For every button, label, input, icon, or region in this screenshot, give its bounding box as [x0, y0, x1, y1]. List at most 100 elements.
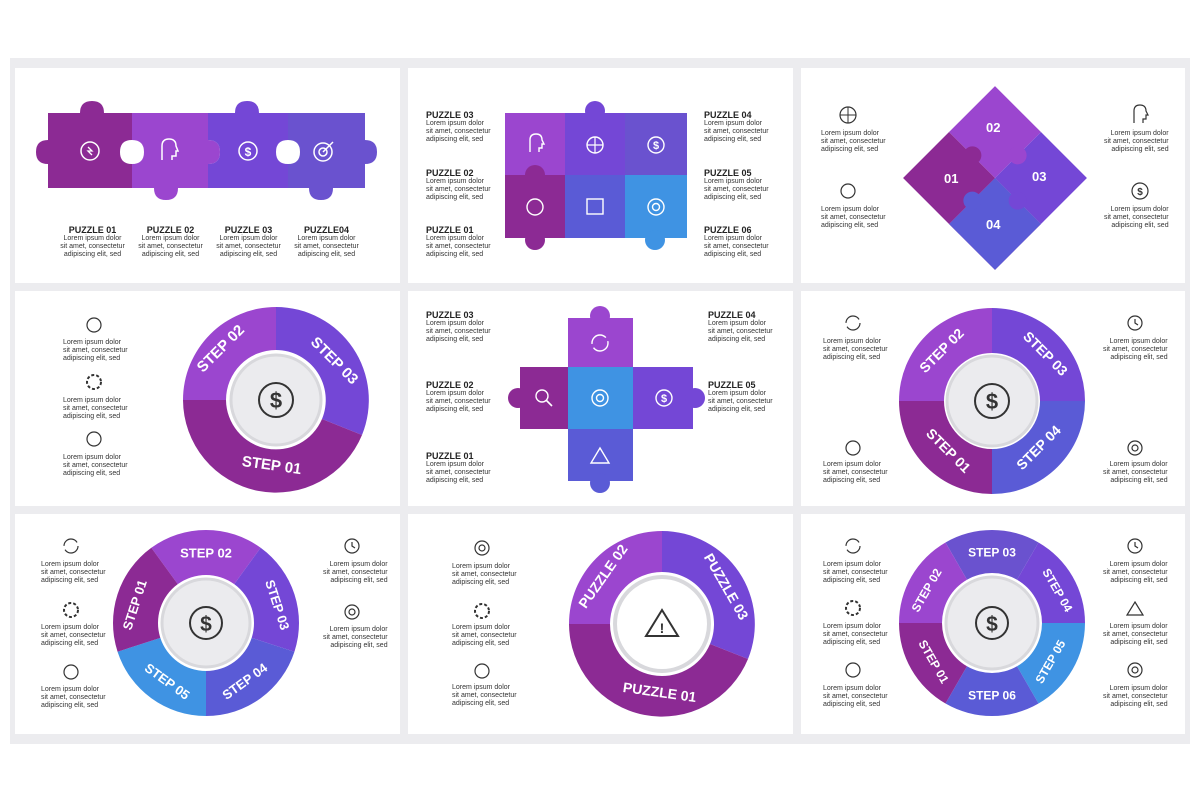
p5-left-3: PUZZLE 01 Lorem ipsum dolor sit amet, con…: [426, 451, 506, 485]
p9-desc-2: Lorem ipsum dolor sit amet, consectetur …: [823, 623, 888, 646]
ring-segment-step04: [992, 401, 1085, 494]
p2-label-right-1: PUZZLE 04: [704, 110, 752, 120]
p4-desc-1: Lorem ipsum dolor sit amet, consectetur …: [63, 339, 128, 362]
p4-desc-2: Lorem ipsum dolor sit amet, consectetur …: [63, 397, 128, 420]
ring-segment-step02: [899, 542, 967, 623]
gear-icon: [63, 602, 79, 618]
lightbulb-icon: [840, 183, 856, 199]
grid-piece-3: [625, 113, 687, 175]
ring-segment-step01: [113, 547, 178, 652]
diamond-label-03: 03: [1032, 169, 1046, 184]
puzzle-2-caption: PUZZLE 02 Lorem ipsum dolor sit amet, co…: [133, 225, 208, 259]
p2-right-1: PUZZLE 04 Lorem ipsum dolor sit amet, con…: [704, 110, 784, 144]
ring-segment-puzzle02: [569, 531, 662, 624]
ring-segment-step01: [183, 400, 362, 493]
p3-desc-1: Lorem ipsum dolor sit amet, consectetur …: [821, 130, 886, 153]
ring-segment-step02: [183, 307, 276, 400]
panel-puzzle-diamond: 01 02 03 04 $ Lorem ipsum dolor sit amet…: [801, 68, 1185, 283]
p9-desc-5: Lorem ipsum dolor sit amet, consectetur …: [1103, 623, 1168, 646]
p9-desc-6: Lorem ipsum dolor sit amet, consectetur …: [1103, 685, 1168, 708]
ring-segment-step03: [276, 307, 369, 435]
center-symbol: !: [660, 620, 665, 636]
lightbulb-icon: [845, 440, 861, 456]
warning-icon: [589, 446, 611, 464]
grid-piece-1: [505, 113, 565, 175]
ring-segment-step02: [151, 530, 261, 585]
p5-label-right-2: PUZZLE 05: [708, 380, 756, 390]
ring-label-step06: STEP 06: [968, 689, 1016, 703]
p3-desc-2: Lorem ipsum dolor sit amet, consectetur …: [821, 206, 886, 229]
puzzle-diamond-graphic: 01 02 03 04 $: [839, 86, 1149, 270]
ring-4-graphic: $ STEP 02 STEP 03 STEP 01 STEP 04: [845, 308, 1143, 494]
p5-desc-right-1: Lorem ipsum dolor sit amet, consectetur …: [708, 320, 773, 343]
p2-desc-right-1: Lorem ipsum dolor sit amet, consectetur …: [704, 120, 769, 143]
p5-desc-left-2: Lorem ipsum dolor sit amet, consectetur …: [426, 390, 491, 413]
desc-puzzle-3: Lorem ipsum dolor sit amet, consectetur …: [216, 235, 281, 258]
ring-segment-step05: [1017, 623, 1085, 704]
p9-desc-4: Lorem ipsum dolor sit amet, consectetur …: [1103, 561, 1168, 584]
clock-icon: [1127, 315, 1143, 331]
grid-piece-5: [565, 175, 625, 238]
target-icon: [1127, 662, 1143, 678]
panel-puzzle-cross: $ PUZZLE 03 Lorem ipsum dolor sit amet, c…: [408, 291, 793, 506]
ring-label-step02: STEP 02: [180, 546, 232, 561]
target-icon: [474, 540, 490, 556]
dollar-icon: [655, 389, 673, 407]
lightbulb-icon: [63, 664, 79, 680]
p7-desc-4: Lorem ipsum dolor sit amet, consectetur …: [323, 561, 388, 584]
svg-text:$: $: [245, 145, 252, 159]
cross-piece-bottom: [568, 429, 633, 481]
puzzle-3-caption: PUZZLE 03 Lorem ipsum dolor sit amet, co…: [211, 225, 286, 259]
p5-label-right-1: PUZZLE 04: [708, 310, 756, 320]
head-profile-icon: [1133, 104, 1149, 123]
p5-desc-right-2: Lorem ipsum dolor sit amet, consectetur …: [708, 390, 773, 413]
p2-desc-left-3: Lorem ipsum dolor sit amet, consectetur …: [426, 235, 491, 258]
panel-3-step-ring: $ STEP 02 STEP 03 STEP 01 Lorem ipsum do…: [15, 291, 400, 506]
dollar-icon: [974, 383, 1010, 419]
puzzle-piece-4: [288, 113, 377, 200]
p3-desc-4: Lorem ipsum dolor sit amet, consectetur …: [1104, 206, 1169, 229]
refresh-icon: [845, 315, 861, 331]
dollar-icon: [238, 141, 258, 161]
refresh-icon: [63, 538, 79, 554]
puzzle-cross-graphic: $: [508, 306, 705, 493]
ring-label-step03: STEP 03: [968, 546, 1016, 560]
p2-desc-left-1: Lorem ipsum dolor sit amet, consectetur …: [426, 120, 491, 143]
p9-desc-3: Lorem ipsum dolor sit amet, consectetur …: [823, 685, 888, 708]
panel-5-step-ring: STEP 02 STEP 03 STEP 04 STEP 05 STEP 01 $ Lor…: [15, 514, 400, 734]
desc-puzzle-2: Lorem ipsum dolor sit amet, consectetur …: [138, 235, 203, 258]
gear-icon: [845, 600, 861, 616]
p8-desc-1: Lorem ipsum dolor sit amet, consectetur …: [452, 563, 517, 586]
ring-segment-step01: [899, 623, 967, 704]
ring-segment-step06: [945, 666, 1039, 716]
desc-puzzle-4: Lorem ipsum dolor sit amet, consectetur …: [294, 235, 359, 258]
target-icon: [313, 142, 333, 162]
p4-desc-3: Lorem ipsum dolor sit amet, consectetur …: [63, 454, 128, 477]
p3-desc-3: Lorem ipsum dolor sit amet, consectetur …: [1104, 130, 1169, 153]
ring-segment-step01: [899, 401, 992, 494]
p7-desc-2: Lorem ipsum dolor sit amet, consectetur …: [41, 624, 106, 647]
lightbulb-icon: [86, 431, 102, 447]
lightbulb-icon: [80, 141, 100, 161]
infographic-grid: $ PUZZLE 01 Lorem ipsum dolor sit amet, …: [10, 58, 1190, 744]
p2-left-3: PUZZLE 01 Lorem ipsum dolor sit amet, con…: [426, 225, 501, 259]
p8-desc-3: Lorem ipsum dolor sit amet, consectetur …: [452, 684, 517, 707]
p2-label-left-3: PUZZLE 01: [426, 225, 474, 235]
p2-label-right-2: PUZZLE 05: [704, 168, 752, 178]
dollar-icon: [975, 606, 1009, 640]
p7-desc-5: Lorem ipsum dolor sit amet, consectetur …: [323, 626, 388, 649]
p5-desc-left-1: Lorem ipsum dolor sit amet, consectetur …: [426, 320, 491, 343]
search-icon: [535, 389, 549, 403]
cross-piece-right: [633, 367, 693, 429]
ring-segment-step05: [117, 637, 206, 716]
panel-6-step-ring: STEP 03 STEP 04 STEP 05 STEP 06 STEP 01 STEP …: [801, 514, 1185, 734]
p2-right-2: PUZZLE 05 Lorem ipsum dolor sit amet, con…: [704, 168, 784, 202]
p5-label-left-3: PUZZLE 01: [426, 451, 474, 461]
center-disc: [613, 575, 711, 673]
p7-desc-1: Lorem ipsum dolor sit amet, consectetur …: [41, 561, 106, 584]
p2-desc-right-3: Lorem ipsum dolor sit amet, consectetur …: [704, 235, 769, 258]
puzzle-4-caption: PUZZLE04 Lorem ipsum dolor sit amet, con…: [289, 225, 364, 259]
puzzle-grid-graphic: $: [505, 101, 687, 250]
